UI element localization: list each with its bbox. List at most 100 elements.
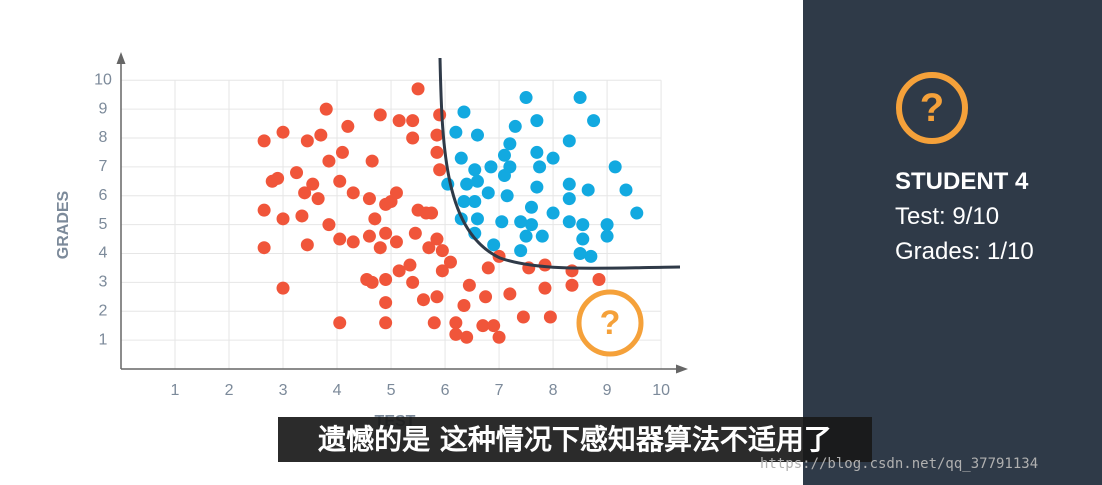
point (460, 330, 474, 344)
point (573, 246, 587, 260)
y-tick-label: 5 (99, 216, 108, 233)
y-tick-label: 4 (99, 245, 108, 262)
point (524, 200, 538, 214)
point (600, 229, 614, 243)
x-tick-label: 7 (495, 382, 504, 399)
point (487, 238, 501, 252)
point (373, 241, 387, 255)
point (492, 330, 506, 344)
point (533, 160, 547, 174)
point (470, 212, 484, 226)
watermark: https://blog.csdn.net/qq_37791134 (760, 456, 1039, 472)
point (470, 174, 484, 188)
x-tick-label: 6 (441, 382, 450, 399)
point (379, 272, 393, 286)
point (500, 189, 514, 203)
point (576, 218, 590, 232)
panel-icon: ? (896, 72, 968, 144)
point (406, 131, 420, 145)
x-tick-label: 8 (549, 382, 558, 399)
point (565, 264, 579, 278)
point (470, 128, 484, 142)
point (333, 316, 347, 330)
point (425, 206, 439, 220)
point (449, 316, 463, 330)
point (562, 215, 576, 229)
x-tick-label: 4 (333, 382, 342, 399)
point (300, 134, 314, 148)
point (408, 226, 422, 240)
point (271, 171, 285, 185)
point (454, 151, 468, 165)
point (433, 108, 447, 122)
point (403, 258, 417, 272)
panel-title: STUDENT 4 (895, 168, 1029, 195)
x-tick-label: 1 (171, 382, 180, 399)
decision-boundary (438, 57, 681, 270)
point (411, 82, 425, 96)
point (430, 128, 444, 142)
point (298, 186, 312, 200)
point (362, 192, 376, 206)
point (514, 215, 528, 229)
question-mark: ? (600, 304, 621, 342)
point (562, 192, 576, 206)
point (311, 192, 325, 206)
point (600, 218, 614, 232)
point (619, 183, 633, 197)
point (392, 264, 406, 278)
point (530, 114, 544, 128)
point (487, 319, 501, 333)
y-tick-label: 3 (99, 274, 108, 291)
point (306, 177, 320, 191)
point (565, 278, 579, 292)
point (519, 91, 533, 105)
point (300, 238, 314, 252)
point (481, 186, 495, 200)
point (457, 105, 471, 119)
point (530, 180, 544, 194)
point (346, 186, 360, 200)
point (379, 316, 393, 330)
x-tick-label: 10 (652, 382, 670, 399)
subtitle: 遗憾的是 这种情况下感知器算法不适用了 (278, 417, 872, 462)
point (443, 255, 457, 269)
point (322, 218, 336, 232)
point (468, 195, 482, 209)
point (460, 177, 474, 191)
point (587, 114, 601, 128)
point (495, 215, 509, 229)
point (481, 261, 495, 275)
point (468, 226, 482, 240)
point (546, 151, 560, 165)
question-icon (576, 289, 644, 357)
point (314, 128, 328, 142)
point (449, 125, 463, 139)
y-tick-label: 10 (94, 71, 112, 88)
point (503, 287, 517, 301)
point (538, 281, 552, 295)
point (433, 163, 447, 177)
point (508, 119, 522, 133)
y-tick-label: 9 (99, 100, 108, 117)
point (592, 272, 606, 286)
point (562, 177, 576, 191)
point (257, 241, 271, 255)
point (368, 212, 382, 226)
point (365, 154, 379, 168)
point (530, 145, 544, 159)
panel-test: Test: 9/10 (895, 203, 1000, 230)
panel-grades: Grades: 1/10 (895, 238, 1034, 265)
point (333, 232, 347, 246)
x-tick-label: 5 (387, 382, 396, 399)
point (519, 229, 533, 243)
x-tick-label: 2 (225, 382, 234, 399)
y-tick-label: 8 (99, 129, 108, 146)
point (257, 134, 271, 148)
point (435, 264, 449, 278)
x-tick-label: 3 (279, 382, 288, 399)
point (427, 316, 441, 330)
y-tick-label: 1 (99, 331, 108, 348)
point (576, 232, 590, 246)
